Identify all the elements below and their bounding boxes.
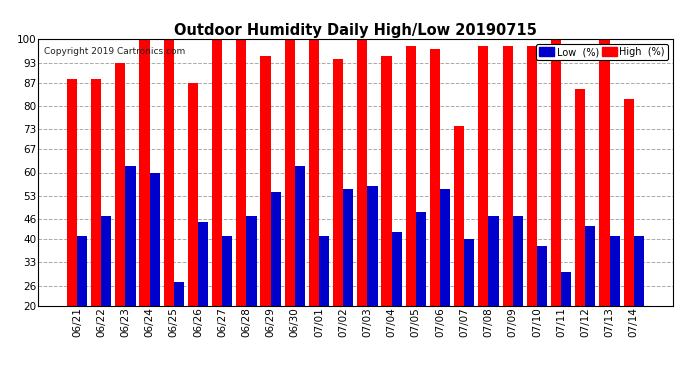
Bar <box>333 59 343 306</box>
Bar <box>319 236 329 306</box>
Bar <box>633 236 644 306</box>
Bar <box>406 46 416 306</box>
Bar <box>101 216 111 306</box>
Bar <box>126 166 135 306</box>
Bar <box>416 212 426 306</box>
Bar <box>246 216 257 306</box>
Bar <box>430 50 440 306</box>
Bar <box>464 239 475 306</box>
Bar <box>309 39 319 306</box>
Bar <box>174 282 184 306</box>
Bar <box>454 126 464 306</box>
Bar <box>91 80 101 306</box>
Bar <box>357 39 368 306</box>
Bar <box>600 39 609 306</box>
Bar <box>164 39 174 306</box>
Bar <box>489 216 499 306</box>
Bar <box>188 82 198 306</box>
Bar <box>575 89 585 306</box>
Bar <box>609 236 620 306</box>
Bar <box>585 226 595 306</box>
Bar <box>115 63 126 306</box>
Bar <box>343 189 353 306</box>
Bar <box>285 39 295 306</box>
Bar <box>440 189 451 306</box>
Bar <box>478 46 489 306</box>
Bar <box>260 56 270 306</box>
Bar <box>561 272 571 306</box>
Bar <box>236 39 246 306</box>
Bar <box>624 99 633 306</box>
Bar <box>150 172 160 306</box>
Bar <box>67 80 77 306</box>
Bar <box>392 232 402 306</box>
Bar <box>368 186 377 306</box>
Title: Outdoor Humidity Daily High/Low 20190715: Outdoor Humidity Daily High/Low 20190715 <box>174 23 537 38</box>
Bar <box>526 46 537 306</box>
Bar <box>77 236 87 306</box>
Bar <box>295 166 305 306</box>
Bar <box>222 236 233 306</box>
Bar <box>382 56 392 306</box>
Text: Copyright 2019 Cartronics.com: Copyright 2019 Cartronics.com <box>44 47 186 56</box>
Legend: Low  (%), High  (%): Low (%), High (%) <box>536 44 668 60</box>
Bar <box>212 39 222 306</box>
Bar <box>502 46 513 306</box>
Bar <box>198 222 208 306</box>
Bar <box>139 39 150 306</box>
Bar <box>270 192 281 306</box>
Bar <box>513 216 523 306</box>
Bar <box>551 39 561 306</box>
Bar <box>537 246 547 306</box>
